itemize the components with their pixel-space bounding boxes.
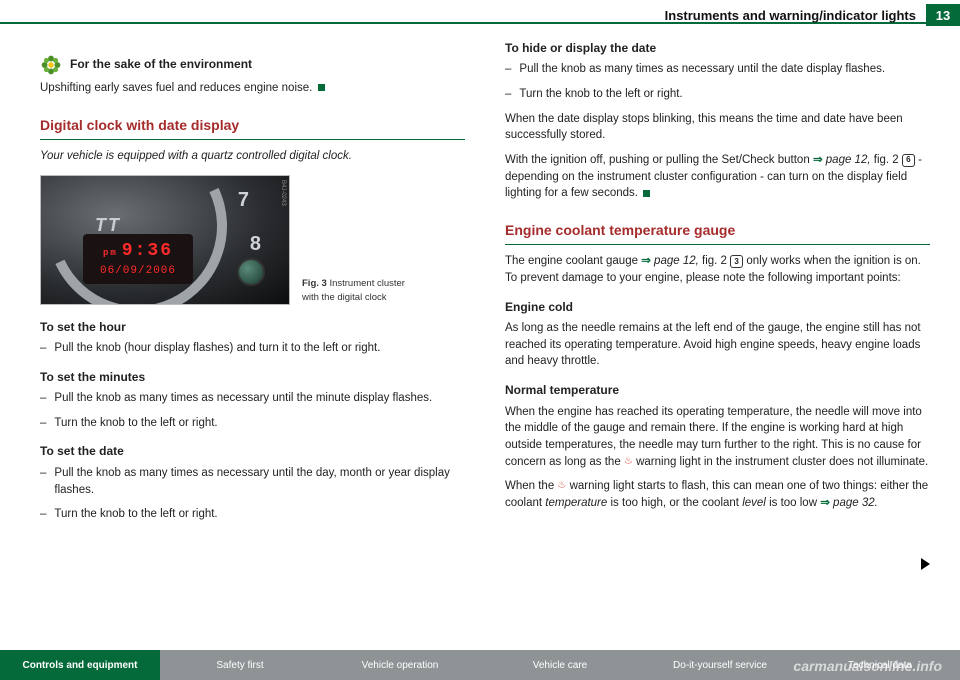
list-item: – Pull the knob as many times as necessa… — [505, 61, 930, 78]
list-item: – Turn the knob to the left or right. — [40, 415, 465, 432]
left-column: For the sake of the environment Upshifti… — [40, 40, 465, 630]
coolant-warning-icon: ♨ — [624, 455, 633, 466]
paragraph: When the date display stops blinking, th… — [505, 111, 930, 144]
dash-icon: – — [505, 86, 511, 103]
section-subtitle: Your vehicle is equipped with a quartz c… — [40, 148, 465, 165]
end-square-icon — [318, 84, 325, 91]
footer-tab-controls[interactable]: Controls and equipment — [0, 650, 160, 680]
paragraph: When the engine has reached its operatin… — [505, 404, 930, 471]
instrument-cluster-image: TT 7 8 pm9:36 06/09/2006 B4J-0243 — [40, 175, 290, 305]
environment-label: For the sake of the environment — [70, 56, 252, 73]
callout-number: 6 — [902, 154, 915, 167]
text-span: fig. 2 — [702, 255, 730, 267]
header-title: Instruments and warning/indicator lights — [665, 8, 926, 23]
content-area: For the sake of the environment Upshifti… — [40, 40, 930, 630]
text-span: is too low — [769, 497, 820, 509]
reference-arrow-icon: ⇒ — [641, 255, 651, 267]
gauge-number-7: 7 — [238, 186, 249, 215]
callout-number: 3 — [730, 255, 743, 268]
list-item: – Turn the knob to the left or right. — [40, 506, 465, 523]
text-span: With the ignition off, pushing or pullin… — [505, 154, 813, 166]
fig-caption-num: Fig. 3 — [302, 278, 327, 289]
paragraph: The engine coolant gauge ⇒ page 12, fig.… — [505, 253, 930, 286]
continue-arrow-icon — [921, 558, 930, 570]
dash-icon: – — [40, 390, 46, 407]
heading-set-date: To set the date — [40, 443, 465, 460]
section-rule — [40, 139, 465, 140]
dash-icon: – — [40, 506, 46, 523]
gauge-number-8: 8 — [250, 230, 261, 259]
footer-tab-safety[interactable]: Safety first — [160, 650, 320, 680]
page-header: Instruments and warning/indicator lights… — [665, 4, 960, 26]
list-item: – Pull the knob as many times as necessa… — [40, 390, 465, 407]
image-code: B4J-0243 — [278, 180, 287, 206]
bullet-text: Pull the knob as many times as necessary… — [54, 465, 465, 498]
paragraph: When the ♨ warning light starts to flash… — [505, 478, 930, 511]
figure-3: TT 7 8 pm9:36 06/09/2006 B4J-0243 Fig. 3… — [40, 175, 465, 305]
clock-time: pm 9:36 — [103, 238, 173, 264]
reference-arrow-icon: ⇒ — [813, 154, 823, 166]
clock-time-digits: 9:36 — [122, 241, 173, 261]
environment-text: Upshifting early saves fuel and reduces … — [40, 80, 465, 97]
end-square-icon — [643, 190, 650, 197]
dash-icon: – — [40, 340, 46, 357]
heading-engine-cold: Engine cold — [505, 299, 930, 316]
bullet-text: Turn the knob to the left or right. — [54, 506, 217, 523]
section-heading-clock: Digital clock with date display — [40, 115, 465, 135]
paragraph: With the ignition off, pushing or pullin… — [505, 152, 930, 202]
bullet-text: Pull the knob as many times as necessary… — [519, 61, 885, 78]
page-number-badge: 13 — [926, 4, 960, 26]
text-span: When the — [505, 480, 557, 492]
flower-icon — [40, 54, 62, 76]
environment-note: For the sake of the environment — [40, 54, 465, 76]
heading-normal-temp: Normal temperature — [505, 382, 930, 399]
section-rule — [505, 244, 930, 245]
footer-tab-operation[interactable]: Vehicle operation — [320, 650, 480, 680]
dash-icon: – — [40, 415, 46, 432]
text-span: warning light in the instrument cluster … — [636, 456, 928, 468]
watermark: carmanualsonline.info — [793, 658, 942, 674]
text-span: fig. 2 — [874, 154, 902, 166]
text-span: The engine coolant gauge — [505, 255, 641, 267]
heading-set-minutes: To set the minutes — [40, 369, 465, 386]
italic-term: level — [742, 497, 766, 509]
clock-ampm: pm — [103, 248, 118, 258]
set-check-knob — [237, 258, 265, 286]
bullet-text: Turn the knob to the left or right. — [54, 415, 217, 432]
paragraph: As long as the needle remains at the lef… — [505, 320, 930, 370]
footer-tab-care[interactable]: Vehicle care — [480, 650, 640, 680]
list-item: – Pull the knob as many times as necessa… — [40, 465, 465, 498]
list-item: – Turn the knob to the left or right. — [505, 86, 930, 103]
page-reference: page 12, — [826, 154, 871, 166]
page-reference: page 32. — [833, 497, 878, 509]
section-heading-coolant: Engine coolant temperature gauge — [505, 220, 930, 240]
bullet-text: Pull the knob (hour display flashes) and… — [54, 340, 380, 357]
digital-clock-lcd: pm 9:36 06/09/2006 — [83, 234, 193, 284]
clock-date: 06/09/2006 — [100, 264, 176, 280]
list-item: – Pull the knob (hour display flashes) a… — [40, 340, 465, 357]
footer-tab-diy[interactable]: Do-it-yourself service — [640, 650, 800, 680]
text-span: is too high, or the coolant — [611, 497, 743, 509]
bullet-text: Turn the knob to the left or right. — [519, 86, 682, 103]
dash-icon: – — [505, 61, 511, 78]
bullet-text: Pull the knob as many times as necessary… — [54, 390, 432, 407]
env-text-body: Upshifting early saves fuel and reduces … — [40, 82, 312, 94]
heading-hide-date: To hide or display the date — [505, 40, 930, 57]
page-reference: page 12, — [654, 255, 699, 267]
italic-term: temperature — [545, 497, 607, 509]
right-column: To hide or display the date – Pull the k… — [505, 40, 930, 630]
heading-set-hour: To set the hour — [40, 319, 465, 336]
figure-caption: Fig. 3 Instrument cluster with the digit… — [302, 277, 412, 305]
coolant-warning-icon: ♨ — [557, 480, 566, 491]
reference-arrow-icon: ⇒ — [820, 497, 830, 509]
dash-icon: – — [40, 465, 46, 498]
